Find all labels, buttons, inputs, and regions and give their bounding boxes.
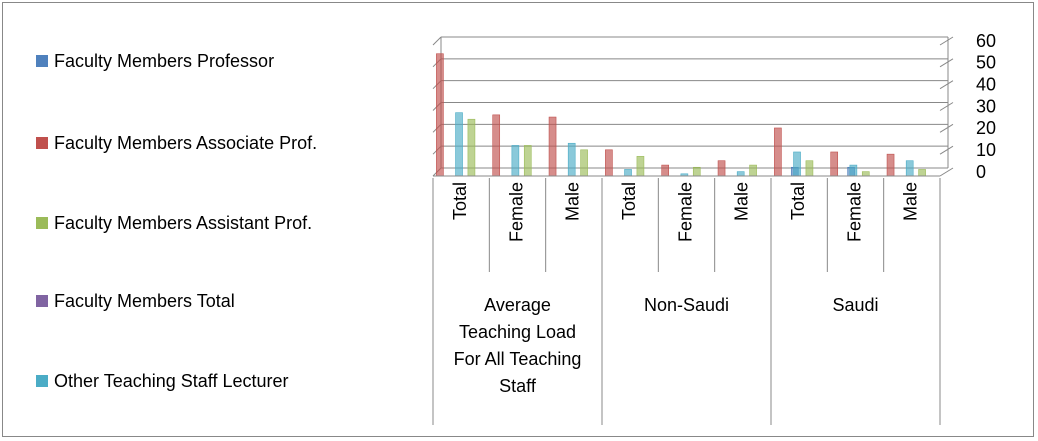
bar [805,160,814,177]
legend-item: Other Teaching Staff Lecturer [36,368,356,394]
bar [523,145,532,177]
bar [886,153,895,177]
y-tick-label: 40 [976,74,996,94]
group-label: Average Teaching Load For All Teaching S… [453,295,582,396]
y-tick-label: 0 [976,162,986,182]
x-tick-label: Total [450,182,470,220]
x-tick-label: Male [732,182,752,221]
legend-item: Faculty Members Associate Prof. [36,130,356,156]
y-tick-label: 20 [976,118,996,138]
legend-swatch [36,55,48,67]
legend-label: Faculty Members Professor [54,51,275,71]
x-tick-label: Male [563,182,583,221]
legend-swatch [36,295,48,307]
legend-label: Faculty Members Total [54,291,235,311]
y-tick [939,123,954,133]
x-tick-label: Female [844,182,864,242]
legend-item: Faculty Members Total [36,288,356,314]
bar [492,114,501,177]
bar [548,116,557,177]
legend-item: Faculty Members Assistant Prof. [36,210,356,236]
y-tick [939,36,954,46]
legend-item: Faculty Members Professor [36,48,356,74]
bar [774,127,782,177]
legend-label: Faculty Members Associate Prof. [54,133,318,153]
y-tick [939,80,954,90]
bar [624,169,632,177]
bar [455,112,463,177]
y-tick [939,58,954,68]
bar [436,53,444,177]
bar [692,166,701,177]
bar [849,164,858,177]
y-tick-label: 30 [976,96,996,116]
x-tick-label: Total [788,182,808,220]
y-tick [939,145,954,155]
bar [567,142,576,177]
bar [636,156,645,177]
bar [511,145,520,177]
bar [905,160,914,177]
grid-line [432,36,442,46]
group-label: Saudi [832,295,879,315]
y-tick-label: 10 [976,140,996,160]
bar [749,164,757,177]
x-tick-label: Total [619,182,639,220]
bar [861,171,870,177]
bar [736,171,745,177]
legend-label: Other Teaching Staff Lecturer [54,371,289,391]
bar [661,164,670,177]
y-tick-label: 50 [976,53,996,73]
y-tick [939,167,954,177]
y-tick-label: 60 [976,31,996,51]
bar [605,149,613,177]
y-tick [939,102,954,111]
bar [793,151,801,177]
legend-swatch [36,375,48,387]
legend-swatch [36,217,48,229]
bar [830,151,839,177]
bar [717,160,726,177]
legend-label: Faculty Members Assistant Prof. [54,213,313,233]
x-tick-label: Female [506,182,526,242]
bar [467,118,476,177]
legend-swatch [36,137,48,149]
bar [580,149,588,177]
x-tick-label: Female [675,182,695,242]
bar [918,169,926,177]
group-label: Non-Saudi [643,295,730,315]
x-tick-label: Male [901,182,921,221]
